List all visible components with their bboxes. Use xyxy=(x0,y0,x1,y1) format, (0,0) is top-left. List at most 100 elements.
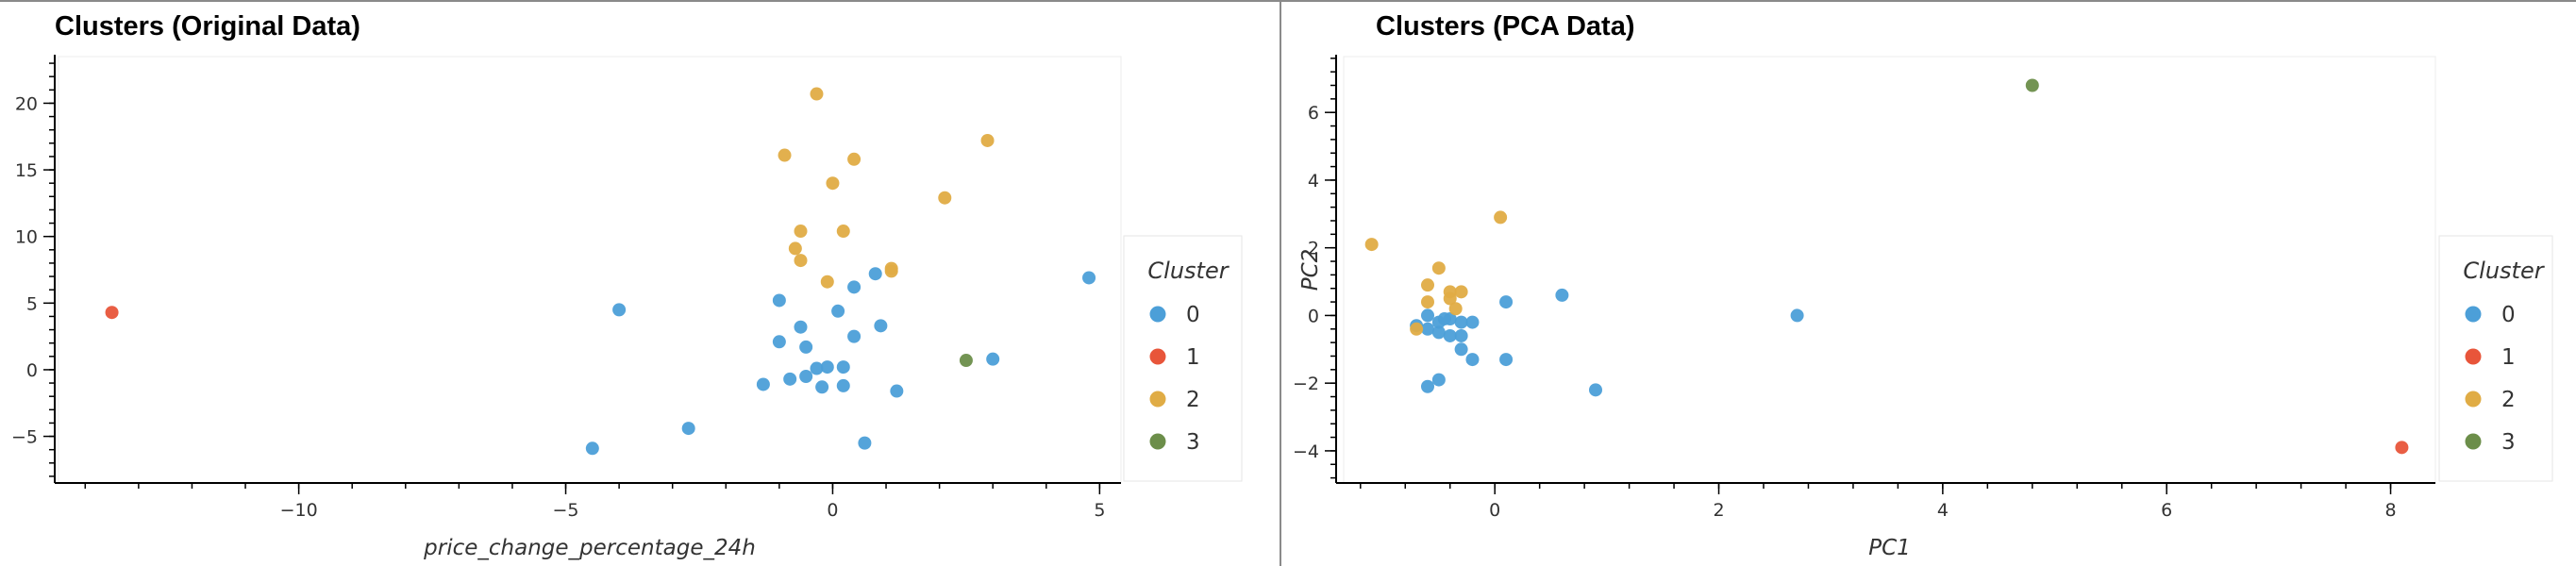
y-tick-label: 0 xyxy=(26,360,38,381)
data-point-cluster-0 xyxy=(1443,328,1457,342)
data-point-cluster-0 xyxy=(890,384,904,398)
scatter-plot-pca: 0 2 4 6 8 −4 −2 0 2 4 6 PC1 PC2 Cluster 0 1 2 3 xyxy=(1293,55,2553,560)
y-tick-label: 2 xyxy=(1308,239,1319,259)
y-tick-label: −4 xyxy=(1293,441,1319,462)
y-tick-label: −5 xyxy=(11,427,38,448)
data-point-cluster-2 xyxy=(980,133,995,147)
data-point-cluster-2 xyxy=(778,148,792,162)
data-point-cluster-0 xyxy=(868,267,882,281)
data-point-cluster-0 xyxy=(1454,328,1468,342)
data-point-cluster-0 xyxy=(799,370,813,383)
legend-marker xyxy=(2465,348,2482,365)
legend-marker xyxy=(1149,433,1166,450)
legend-title: Cluster xyxy=(2463,258,2545,284)
data-point-cluster-0 xyxy=(1421,308,1434,323)
data-point-cluster-0 xyxy=(681,422,695,436)
data-point-cluster-0 xyxy=(585,441,599,456)
data-point-cluster-0 xyxy=(847,329,861,343)
data-point-cluster-1 xyxy=(105,306,119,320)
data-point-cluster-0 xyxy=(612,303,627,317)
x-axis-label: PC1 xyxy=(1868,536,1911,560)
data-point-cluster-2 xyxy=(884,264,898,278)
data-point-cluster-3 xyxy=(959,354,973,368)
data-point-cluster-0 xyxy=(756,377,770,391)
data-point-cluster-0 xyxy=(831,304,845,318)
data-point-cluster-0 xyxy=(1421,322,1434,336)
legend-label: 0 xyxy=(1186,303,1200,327)
legend-marker xyxy=(1149,391,1166,408)
data-point-cluster-2 xyxy=(1421,295,1434,309)
data-point-cluster-0 xyxy=(1421,379,1434,393)
data-point-cluster-2 xyxy=(794,225,808,239)
data-point-cluster-0 xyxy=(810,361,824,375)
data-point-cluster-0 xyxy=(847,280,861,294)
y-tick-label: 10 xyxy=(15,227,38,248)
data-point-cluster-0 xyxy=(794,320,808,334)
legend-label: 0 xyxy=(2501,303,2516,327)
legend-title: Cluster xyxy=(1147,258,1229,284)
chart-title: Clusters (Original Data) xyxy=(55,11,360,42)
x-axis-label: price_change_percentage_24h xyxy=(423,536,756,560)
data-point-cluster-0 xyxy=(858,436,872,450)
panel-original-data: Clusters (Original Data) −10 −5 0 5 −5 0 5 10 15… xyxy=(0,0,1280,566)
data-point-cluster-0 xyxy=(1465,353,1480,367)
data-point-cluster-2 xyxy=(810,87,824,101)
panel-divider xyxy=(1280,0,1281,566)
data-point-cluster-2 xyxy=(826,176,840,191)
x-tick-label: 8 xyxy=(2384,500,2396,521)
x-tick-label: 4 xyxy=(1937,500,1949,521)
y-tick-label: −2 xyxy=(1293,374,1319,394)
data-point-cluster-2 xyxy=(836,225,850,239)
legend-marker xyxy=(1149,348,1166,365)
y-tick-label: 15 xyxy=(15,160,38,181)
data-point-cluster-2 xyxy=(1410,322,1424,336)
data-point-cluster-3 xyxy=(2025,78,2039,92)
window-top-border xyxy=(0,0,2576,2)
data-point-cluster-0 xyxy=(1790,308,1804,323)
data-point-cluster-0 xyxy=(1454,315,1468,329)
data-point-cluster-0 xyxy=(1465,315,1480,329)
legend-label: 1 xyxy=(1186,345,1200,370)
data-point-cluster-2 xyxy=(1454,285,1468,299)
data-point-cluster-2 xyxy=(794,254,808,268)
data-point-cluster-1 xyxy=(2395,441,2409,455)
data-point-cluster-0 xyxy=(799,340,813,354)
data-point-cluster-0 xyxy=(874,319,888,333)
data-point-cluster-0 xyxy=(815,380,829,394)
data-point-cluster-0 xyxy=(836,378,850,392)
data-point-cluster-0 xyxy=(772,293,786,308)
plot-frame xyxy=(58,56,1122,484)
legend-marker xyxy=(2465,306,2482,323)
data-point-cluster-0 xyxy=(1454,342,1468,357)
legend-label: 2 xyxy=(1186,388,1200,412)
scatter-plot-original: −10 −5 0 5−505101520price_change_percentage… xyxy=(11,55,1243,560)
y-tick-label: 5 xyxy=(26,293,38,314)
chart-title: Clusters (PCA Data) xyxy=(1376,11,1635,42)
data-point-cluster-2 xyxy=(938,191,952,205)
data-point-cluster-0 xyxy=(1437,312,1451,326)
data-point-cluster-2 xyxy=(1443,291,1457,306)
data-point-cluster-0 xyxy=(820,360,834,375)
y-tick-label: 6 xyxy=(1308,103,1319,124)
x-tick-label: 5 xyxy=(1094,500,1105,521)
data-point-cluster-0 xyxy=(986,352,1000,366)
legend-label: 3 xyxy=(1186,430,1200,455)
data-point-cluster-2 xyxy=(788,241,802,256)
data-point-cluster-2 xyxy=(1431,261,1446,275)
data-point-cluster-0 xyxy=(772,335,786,349)
x-tick-label: 6 xyxy=(2161,500,2172,521)
x-tick-label: −10 xyxy=(280,500,318,521)
legend-marker xyxy=(1149,306,1166,323)
data-point-cluster-2 xyxy=(1494,210,1508,225)
x-tick-label: 0 xyxy=(1489,500,1500,521)
data-point-cluster-0 xyxy=(1499,353,1514,367)
y-tick-label: 0 xyxy=(1308,306,1319,326)
data-point-cluster-0 xyxy=(1499,295,1514,309)
x-tick-label: 0 xyxy=(827,500,838,521)
data-point-cluster-2 xyxy=(820,275,834,289)
data-point-cluster-0 xyxy=(1589,383,1602,397)
data-point-cluster-0 xyxy=(1555,288,1569,302)
data-point-cluster-2 xyxy=(1364,238,1379,252)
data-point-cluster-0 xyxy=(1082,271,1096,285)
data-point-cluster-2 xyxy=(847,152,861,166)
